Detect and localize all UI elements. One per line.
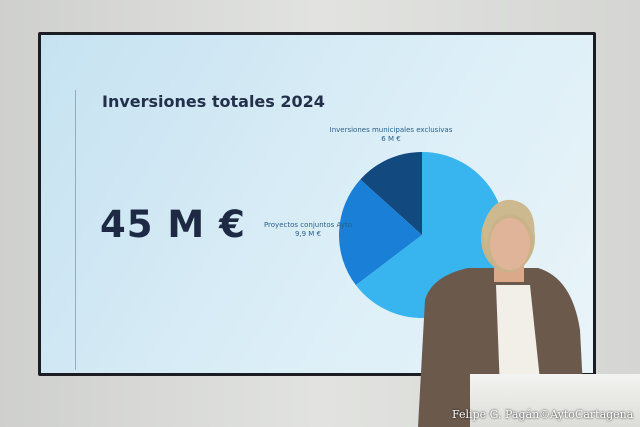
label-conjuntos: Proyectos conjuntos Ayto 9,9 M € [253,221,363,239]
divider-line [75,90,76,370]
total-amount: 45 M € [100,203,246,246]
slice-label: Proyectos conjuntos Ayto [263,221,353,229]
slide-title: Inversiones totales 2024 [102,92,325,111]
slice-value: 9,9 M € [294,230,322,238]
photo-credit: Felipe G. Pagán©AytoCartagena [452,408,634,421]
pie-slice-1 [338,179,422,286]
slice-label: Inversiones municipales exclusivas [329,126,453,134]
pie-slice-0 [360,152,422,235]
slice-value: 6 M € [381,135,401,143]
label-municipales: Inversiones municipales exclusivas 6 M € [316,126,466,144]
podium [470,374,640,427]
